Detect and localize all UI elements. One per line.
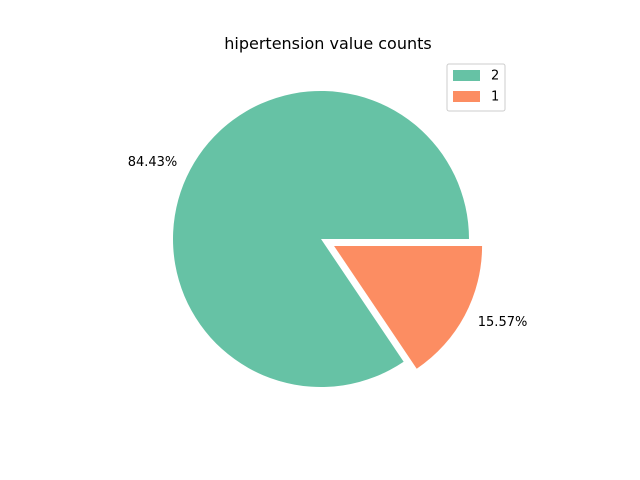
pie-labels: 84.43% 15.57%: [128, 155, 528, 330]
pie-label-2: 84.43%: [128, 155, 178, 170]
chart-title: hipertension value counts: [224, 34, 431, 53]
legend: 21: [446, 63, 506, 112]
pie-slices: [173, 90, 483, 387]
legend-label-2: 2: [491, 69, 499, 84]
pie-slice-1: [334, 245, 483, 369]
pie-label-1: 15.57%: [478, 315, 528, 330]
legend-swatch-1: [453, 91, 480, 102]
legend-swatch-2: [453, 70, 480, 81]
pie-slice-2: [173, 90, 469, 387]
legend-label-1: 1: [491, 90, 499, 105]
